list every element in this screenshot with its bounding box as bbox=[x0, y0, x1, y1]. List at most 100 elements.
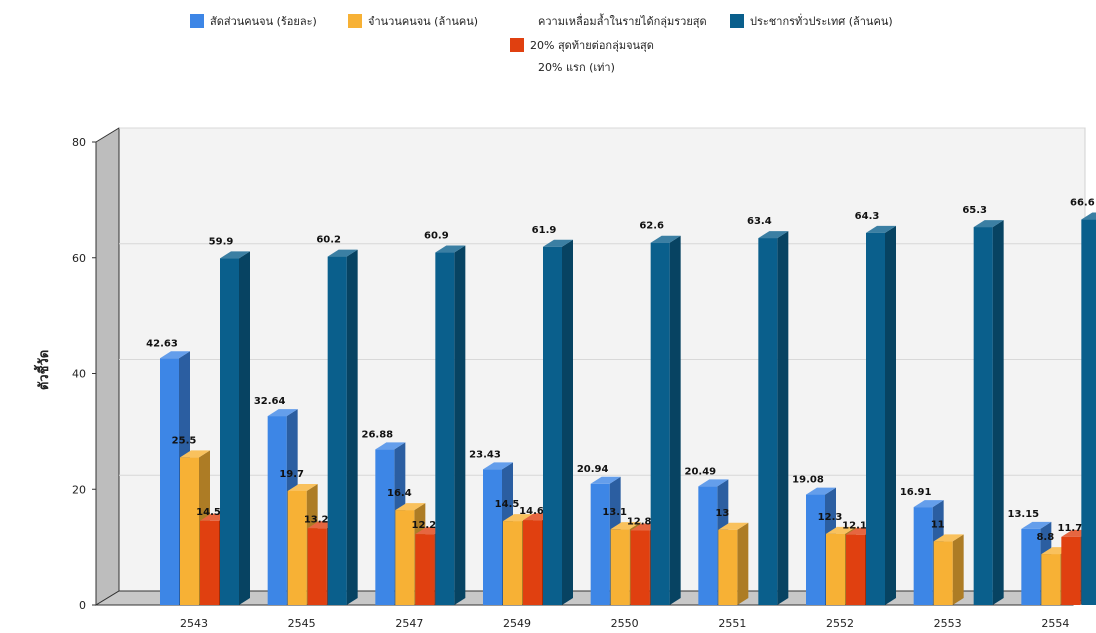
data-label: 20.94 bbox=[577, 464, 609, 475]
y-tick-label: 80 bbox=[72, 136, 86, 149]
bar-side bbox=[952, 534, 964, 605]
x-tick-label: 2545 bbox=[288, 617, 316, 630]
data-label: 62.6 bbox=[639, 221, 664, 232]
bar bbox=[415, 534, 435, 605]
data-label: 19.08 bbox=[792, 475, 824, 486]
bar bbox=[913, 507, 933, 605]
bar bbox=[718, 529, 738, 605]
bar bbox=[200, 520, 219, 605]
bar bbox=[698, 486, 718, 605]
legend-swatch-poverty-ratio bbox=[190, 14, 204, 28]
bar-side bbox=[777, 231, 789, 605]
data-label: 12.14 bbox=[842, 521, 874, 532]
y-tick-label: 40 bbox=[72, 368, 86, 381]
bar-top bbox=[806, 487, 836, 495]
bar bbox=[327, 256, 347, 605]
bar-top bbox=[375, 442, 406, 450]
bar bbox=[523, 520, 542, 605]
data-label: 59.9 bbox=[209, 236, 234, 247]
data-label: 42.63 bbox=[146, 338, 178, 349]
bar-top bbox=[1081, 212, 1096, 220]
data-label: 11.77 bbox=[1058, 523, 1090, 534]
legend-item-inequality-line1: ความเหลื่อมล้ำในรายได้กลุ่มรวยสุด bbox=[538, 15, 707, 28]
bar-top bbox=[327, 249, 358, 257]
data-label: 66.6 bbox=[1070, 198, 1095, 209]
bar bbox=[1041, 554, 1061, 605]
y-tick-label: 0 bbox=[79, 599, 86, 612]
bar-top bbox=[590, 476, 621, 484]
chart-side-wall bbox=[95, 127, 120, 606]
legend-swatch-inequality bbox=[510, 38, 524, 52]
legend-label-poor-count: จำนวนคนจน (ล้านคน) bbox=[368, 15, 479, 28]
data-label: 14.65 bbox=[519, 506, 551, 517]
bar-side bbox=[454, 245, 466, 605]
data-label: 65.3 bbox=[962, 205, 987, 216]
bar-top bbox=[483, 462, 513, 470]
data-label: 11 bbox=[931, 519, 945, 530]
x-tick-label: 2554 bbox=[1041, 617, 1069, 630]
data-label: 20.49 bbox=[685, 466, 717, 477]
data-label: 63.4 bbox=[747, 216, 772, 227]
data-label: 14.55 bbox=[196, 507, 228, 518]
data-label: 25.5 bbox=[172, 435, 197, 446]
x-tick-label: 2549 bbox=[503, 617, 531, 630]
data-label: 16.4 bbox=[387, 488, 412, 499]
legend-label-population: ประชากรทั่วประเทศ (ล้านคน) bbox=[750, 15, 893, 28]
data-label: 13.26 bbox=[304, 514, 336, 525]
bar bbox=[826, 533, 845, 605]
bar-top bbox=[758, 231, 789, 239]
data-label: 64.3 bbox=[855, 211, 880, 222]
bar bbox=[630, 530, 650, 605]
bar bbox=[160, 358, 179, 605]
bar-top bbox=[543, 239, 573, 247]
bar-side bbox=[562, 239, 573, 605]
legend-item-inequality[interactable]: 20% สุดท้ายต่อกลุ่มจนสุด bbox=[510, 36, 654, 54]
bar bbox=[933, 541, 953, 605]
bar bbox=[220, 258, 239, 605]
bar bbox=[650, 242, 670, 605]
bar bbox=[395, 510, 415, 605]
bar-top bbox=[503, 514, 533, 522]
bar bbox=[435, 252, 455, 605]
bar bbox=[503, 521, 522, 605]
bar bbox=[287, 490, 307, 605]
bar-top bbox=[933, 534, 964, 542]
data-label: 19.7 bbox=[279, 469, 304, 480]
bar bbox=[866, 232, 885, 605]
data-label: 13 bbox=[715, 508, 729, 519]
legend-item-poor-count[interactable]: จำนวนคนจน (ล้านคน) bbox=[348, 12, 478, 30]
bar-top bbox=[180, 450, 210, 458]
legend-label-inequality: 20% สุดท้ายต่อกลุ่มจนสุด bbox=[530, 39, 654, 52]
bar-side bbox=[885, 225, 896, 605]
bar-top bbox=[826, 526, 856, 534]
bar-side bbox=[346, 249, 358, 605]
bar-side bbox=[669, 235, 681, 605]
bar-top bbox=[287, 483, 318, 491]
bar-top bbox=[395, 503, 426, 511]
x-tick-label: 2543 bbox=[180, 617, 208, 630]
bar-top bbox=[267, 409, 298, 417]
legend-item-population[interactable]: ประชากรทั่วประเทศ (ล้านคน) bbox=[730, 12, 893, 30]
bar-top bbox=[973, 220, 1004, 228]
bar-side bbox=[239, 251, 250, 606]
bar bbox=[375, 449, 395, 605]
y-tick-label: 20 bbox=[72, 483, 86, 496]
x-tick-label: 2553 bbox=[934, 617, 962, 630]
legend-item-poverty-ratio[interactable]: สัดส่วนคนจน (ร้อยละ) bbox=[190, 12, 317, 30]
data-label: 12.3 bbox=[818, 512, 843, 523]
bar bbox=[610, 529, 630, 605]
bar bbox=[483, 469, 502, 605]
bar bbox=[590, 483, 610, 605]
bar-top bbox=[650, 235, 681, 243]
data-label: 23.43 bbox=[469, 449, 501, 460]
x-tick-label: 2552 bbox=[826, 617, 854, 630]
bar-side bbox=[737, 522, 749, 605]
bar-top bbox=[435, 245, 466, 253]
bar bbox=[180, 457, 199, 605]
bar-top bbox=[1021, 521, 1052, 529]
x-tick-label: 2550 bbox=[611, 617, 639, 630]
bar-top bbox=[698, 479, 729, 487]
bar bbox=[1081, 219, 1096, 606]
bar-top bbox=[610, 522, 641, 530]
x-tick-label: 2547 bbox=[395, 617, 423, 630]
